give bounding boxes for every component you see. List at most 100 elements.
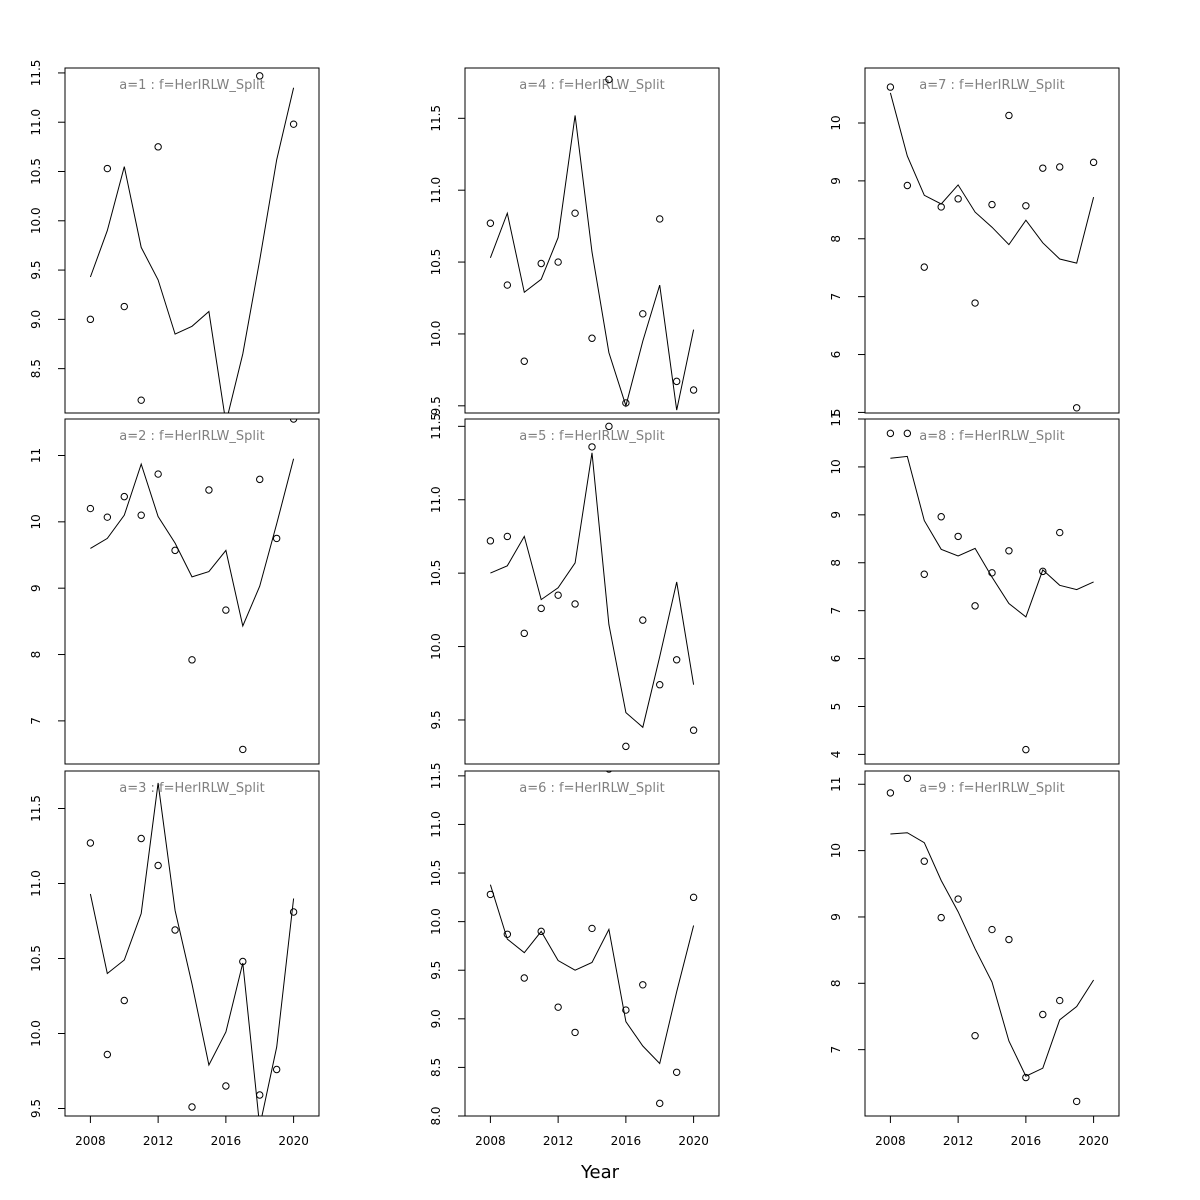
y-tick-label: 10.0 [429, 633, 443, 660]
data-point [289, 908, 298, 916]
data-point [903, 429, 912, 438]
data-point [1022, 1073, 1030, 1082]
panel-data [486, 422, 698, 751]
data-point [222, 1082, 230, 1090]
data-point [537, 927, 545, 936]
data-point [239, 957, 247, 966]
data-point [1005, 547, 1013, 555]
y-tick-label: 9.5 [429, 396, 443, 415]
data-point [256, 1091, 264, 1099]
y-tick-label: 11 [829, 777, 843, 792]
data-point [206, 753, 212, 759]
data-point [571, 600, 579, 608]
x-tick-label: 2012 [543, 1134, 574, 1148]
data-point [988, 200, 996, 209]
data-point [672, 656, 681, 664]
x-tick-label: 2008 [475, 1134, 506, 1148]
y-tick-label: 8 [829, 979, 843, 987]
panel-frame [464, 67, 720, 414]
y-tick-label: 11.0 [429, 177, 443, 204]
data-point [503, 532, 512, 541]
y-tick-label: 11 [29, 448, 43, 463]
data-point [120, 492, 128, 501]
data-point [103, 1050, 112, 1059]
fitted-line [890, 832, 1095, 1077]
panel-frame [64, 67, 320, 414]
data-point [520, 974, 528, 982]
data-point [1089, 158, 1098, 167]
y-tick-label: 6 [829, 655, 843, 663]
data-point [622, 399, 630, 407]
data-point [988, 569, 996, 577]
y-tick-label: 8 [829, 559, 843, 567]
data-point [86, 504, 95, 513]
data-point [605, 75, 613, 84]
panel-7: a=7 : f=HerIRLW_Split 5 6 7 8 9 10 [829, 67, 1120, 416]
y-tick-label: 10.0 [429, 908, 443, 935]
y-tick-label: 10.0 [429, 321, 443, 348]
data-point [486, 890, 495, 899]
panel-2: a=2 : f=HerIRLW_Split 7 8 9 10 11 [29, 418, 320, 765]
data-point [672, 377, 681, 386]
x-axis-title: Year [580, 1162, 620, 1183]
data-point [537, 604, 545, 613]
data-point [137, 834, 145, 843]
y-tick-label: 6 [829, 351, 843, 359]
data-point [689, 386, 698, 394]
y-tick-label: 9.0 [429, 1009, 443, 1028]
fitted-line [89, 782, 295, 1116]
y-tick-label: 10 [829, 115, 843, 130]
data-point [154, 861, 162, 870]
data-point [120, 996, 128, 1005]
y-tick-label: 10.5 [429, 560, 443, 587]
panel-frame [464, 770, 720, 1117]
data-point [272, 534, 281, 543]
y-tick-label: 4 [829, 751, 843, 759]
panel-6: a=6 : f=HerIRLW_Split 8.0 8.5 9.0 9.5 10.0 10.… [429, 762, 720, 1148]
panel-frame [864, 770, 1120, 1117]
data-point [639, 310, 647, 318]
y-tick-label: 8.5 [29, 359, 43, 378]
data-point [222, 606, 230, 614]
fitted-line [489, 884, 695, 1065]
y-tick-label: 11.0 [29, 109, 43, 136]
x-tick-label: 2016 [611, 1134, 642, 1148]
data-point [256, 475, 264, 484]
data-point [1056, 163, 1064, 171]
y-tick-label: 7 [829, 293, 843, 301]
data-point [903, 774, 912, 782]
data-point [622, 742, 630, 751]
y-tick-label: 11 [829, 411, 843, 426]
data-point [656, 215, 664, 223]
data-point [103, 164, 112, 173]
data-point [571, 209, 579, 217]
x-tick-label: 2016 [211, 1134, 242, 1148]
x-tick-label: 2008 [75, 1134, 106, 1148]
panel-data [486, 75, 698, 411]
panel-data [86, 419, 298, 754]
data-point [537, 259, 545, 268]
data-point [171, 926, 179, 934]
data-point [554, 258, 562, 266]
y-tick-label: 11.5 [429, 105, 443, 132]
panel-data [86, 753, 298, 1116]
data-point [520, 357, 528, 365]
panel-data [886, 429, 1094, 754]
data-point [154, 143, 162, 151]
data-point [86, 839, 95, 847]
panel-5: a=5 : f=HerIRLW_Split 9.5 10.0 10.5 11.0 11.5 [429, 413, 720, 765]
data-point [622, 1006, 630, 1014]
panel-title: a=5 : f=HerIRLW_Split [519, 429, 664, 444]
panel-title: a=2 : f=HerIRLW_Split [119, 429, 264, 444]
y-tick-label: 11.5 [29, 795, 43, 822]
data-point [605, 422, 613, 431]
fitted-line [89, 87, 295, 413]
data-point [903, 181, 912, 190]
panel-data [886, 83, 1098, 412]
panel-data [886, 774, 1095, 1106]
data-point [289, 419, 298, 423]
data-point [256, 72, 264, 80]
y-tick-label: 9 [829, 511, 843, 519]
panel-data [486, 771, 698, 1108]
y-tick-label: 10.5 [429, 249, 443, 276]
